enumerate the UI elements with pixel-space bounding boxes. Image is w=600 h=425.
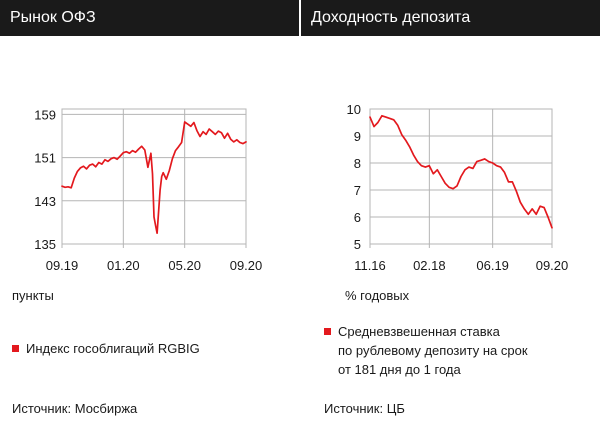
deposit-yield-panel: Доходность депозита 5 6 7 8 9 10 11.16 02.18 06.… [301,0,600,425]
y-tick-label: 135 [34,237,56,252]
series-line [369,114,553,229]
x-tick-label: 02.18 [413,258,446,273]
legend-label: Средневзвешенная ставка по рублевому деп… [338,324,528,377]
x-tick-label: 05.20 [168,258,201,273]
y-tick-label: 5 [354,237,361,252]
legend-swatch [324,328,331,335]
x-tick-label: 06.19 [476,258,509,273]
y-tick-label: 159 [34,107,56,122]
ofz-index-chart: 135 143 151 159 09.19 01.20 05.20 09.20 [34,107,263,273]
y-tick-label: 9 [354,129,361,144]
y-tick-label: 143 [34,194,56,209]
y-tick-label: 10 [347,102,361,117]
y-tick-label: 6 [354,210,361,225]
y-tick-label: 151 [34,151,56,166]
panel-header: Доходность депозита [301,0,600,36]
chart-legend: Индекс гособлигаций RGBIG [12,339,292,359]
x-tick-label: 01.20 [107,258,140,273]
x-tick-label: 09.20 [230,258,263,273]
panel-title: Рынок ОФЗ [10,9,96,26]
x-tick-label: 09.20 [536,258,569,273]
y-unit-label: пункты [12,288,54,303]
y-tick-label: 7 [354,183,361,198]
y-unit-label: % годовых [345,288,410,303]
ofz-market-panel: Рынок ОФЗ 135 143 151 159 09.19 01.20 05.20 09.… [0,0,299,425]
y-tick-label: 8 [354,156,361,171]
source-note: Источник: ЦБ [324,401,405,416]
x-tick-label: 09.19 [46,258,79,273]
legend-label: Индекс гособлигаций RGBIG [26,341,200,356]
chart-legend: Средневзвешенная ставка по рублевому деп… [324,322,594,382]
deposit-rate-chart: 5 6 7 8 9 10 11.16 02.18 06.19 09.20 [347,102,569,273]
x-tick-label: 11.16 [354,258,386,273]
series-line [61,121,247,235]
source-note: Источник: Мосбиржа [12,401,138,416]
panel-header: Рынок ОФЗ [0,0,299,36]
plot-frame [61,108,247,245]
panel-title: Доходность депозита [311,9,471,26]
legend-swatch [12,345,19,352]
